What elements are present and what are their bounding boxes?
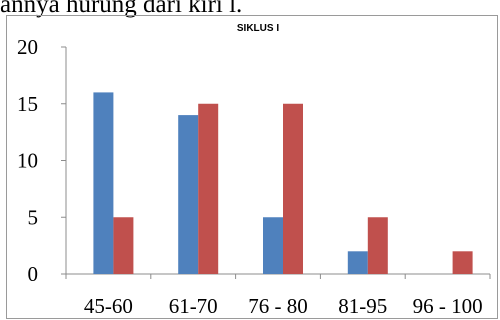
bar-series2-1 bbox=[113, 217, 134, 274]
bar-series1-4 bbox=[347, 251, 368, 274]
x-tick-label: 96 - 100 bbox=[413, 294, 483, 318]
bar-series2-2 bbox=[198, 103, 219, 274]
x-tick-label: 81-95 bbox=[338, 294, 387, 318]
y-tick-label: 0 bbox=[28, 262, 39, 286]
caption-text: annya hurung dari kiri l. bbox=[0, 0, 243, 18]
y-tick-label: 5 bbox=[28, 205, 39, 229]
x-tick-label: 76 - 80 bbox=[248, 294, 308, 318]
bar-series1-2 bbox=[178, 115, 199, 274]
bar-series1-1 bbox=[93, 92, 114, 275]
x-tick-label: 45-60 bbox=[84, 294, 133, 318]
y-tick-label: 20 bbox=[17, 35, 38, 59]
y-tick-label: 15 bbox=[17, 92, 38, 116]
chart-title: SIKLUS I bbox=[237, 23, 279, 34]
bar-series2-3 bbox=[283, 103, 303, 274]
bar-series2-5 bbox=[452, 251, 473, 274]
bar-series1-3 bbox=[263, 217, 283, 274]
y-tick-label: 10 bbox=[17, 149, 38, 173]
x-tick-label: 61-70 bbox=[169, 294, 218, 318]
chart-frame bbox=[6, 15, 498, 319]
bar-series2-4 bbox=[367, 217, 388, 274]
